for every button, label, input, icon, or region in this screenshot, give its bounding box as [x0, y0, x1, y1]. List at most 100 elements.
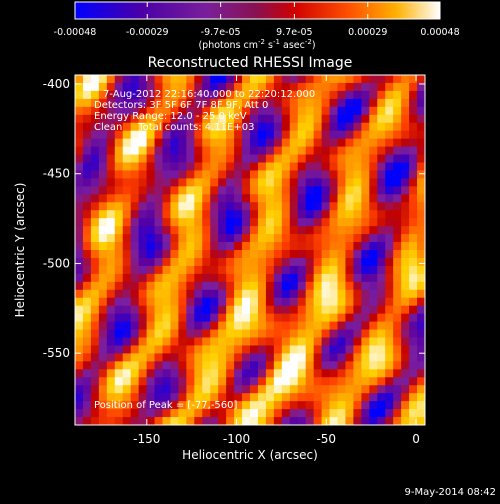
heatmap-cell	[281, 377, 291, 386]
heatmap-cell	[401, 82, 410, 92]
heatmap-cell	[170, 210, 180, 219]
heatmap-cell	[242, 361, 251, 370]
heatmap-cell	[305, 377, 315, 386]
heatmap-cell	[345, 361, 355, 370]
heatmap-cell	[146, 281, 156, 291]
plot-frame	[74, 74, 426, 426]
heatmap-cell	[210, 393, 219, 402]
heatmap-cell	[186, 257, 195, 267]
heatmap-cell	[98, 178, 108, 187]
heatmap-cell	[162, 281, 172, 291]
heatmap-cell	[257, 417, 267, 425]
heatmap-cell	[218, 226, 227, 235]
heatmap-cell	[90, 337, 100, 347]
heatmap-cell	[75, 313, 84, 323]
heatmap-cell	[138, 409, 148, 418]
heatmap-cell	[369, 202, 378, 211]
heatmap-cell	[210, 242, 219, 251]
heatmap-cell	[273, 289, 283, 299]
heatmap-cell	[329, 353, 339, 362]
heatmap-cell	[82, 186, 92, 195]
heatmap-cell	[90, 250, 100, 259]
heatmap-cell	[377, 385, 386, 394]
heatmap-cell	[345, 122, 355, 132]
heatmap-cell	[178, 361, 187, 370]
heatmap-cell	[146, 289, 156, 299]
heatmap-cell	[106, 289, 116, 299]
x-axis-label: Heliocentric X (arcsec)	[182, 448, 318, 462]
heatmap-cell	[385, 226, 394, 235]
heatmap-cell	[281, 321, 291, 331]
heatmap-cell	[257, 353, 267, 362]
heatmap-cell	[265, 138, 275, 148]
heatmap-cell	[393, 353, 402, 362]
heatmap-cell	[210, 417, 219, 425]
heatmap-cell	[257, 313, 267, 323]
heatmap-cell	[114, 337, 124, 347]
heatmap-cell	[417, 250, 425, 259]
heatmap-cell	[329, 75, 339, 84]
heatmap-cell	[401, 250, 410, 259]
heatmap-cell	[321, 106, 331, 116]
heatmap-cell	[130, 75, 140, 84]
heatmap-cell	[329, 417, 339, 425]
heatmap-cell	[369, 257, 378, 267]
heatmap-cell	[82, 250, 92, 259]
heatmap-cell	[82, 353, 92, 362]
heatmap-cell	[242, 289, 251, 299]
heatmap-cell	[305, 234, 315, 243]
heatmap-cell	[234, 417, 243, 425]
heatmap-cell	[369, 385, 378, 394]
heatmap-cell	[409, 138, 418, 148]
heatmap-cell	[178, 146, 187, 156]
heatmap-cell	[218, 369, 227, 378]
heatmap-cell	[75, 106, 84, 116]
heatmap-cell	[361, 289, 370, 299]
heatmap-cell	[226, 122, 235, 132]
heatmap-cell	[250, 82, 259, 92]
heatmap-cell	[305, 289, 315, 299]
heatmap-cell	[146, 409, 156, 418]
annotation-energy-range: Energy Range: 12.0 - 25.0 keV	[94, 111, 247, 122]
heatmap-cell	[186, 417, 195, 425]
heatmap-cell	[154, 369, 164, 378]
heatmap-cell	[377, 281, 386, 291]
heatmap-cell	[106, 305, 116, 315]
heatmap-cell	[353, 242, 362, 251]
heatmap-cell	[82, 297, 92, 307]
heatmap-cell	[226, 242, 235, 251]
heatmap-cell	[218, 162, 227, 172]
heatmap-cell	[401, 130, 410, 140]
heatmap-cell	[210, 210, 219, 219]
heatmap-cell	[289, 265, 299, 275]
heatmap-cell	[377, 345, 386, 355]
heatmap-cell	[289, 130, 299, 140]
heatmap-cell	[361, 337, 370, 347]
heatmap-cell	[289, 289, 299, 299]
heatmap-cell	[98, 265, 108, 275]
heatmap-cell	[226, 226, 235, 235]
heatmap-cell	[321, 98, 331, 108]
heatmap-cell	[265, 265, 275, 275]
heatmap-cell	[345, 130, 355, 140]
heatmap-cell	[409, 281, 418, 291]
heatmap-cell	[409, 146, 418, 156]
heatmap-cell	[369, 210, 378, 219]
heatmap-cell	[265, 377, 275, 386]
heatmap-cell	[393, 265, 402, 275]
heatmap-cell	[202, 234, 211, 243]
heatmap-cell	[401, 337, 410, 347]
heatmap-cell	[337, 409, 347, 418]
heatmap-cell	[194, 90, 203, 100]
heatmap-cell	[257, 162, 267, 172]
heatmap-cell	[257, 106, 267, 116]
heatmap-cell	[178, 154, 187, 164]
heatmap-cell	[369, 186, 378, 195]
heatmap-cell	[321, 130, 331, 140]
heatmap-cell	[417, 130, 425, 140]
heatmap-cell	[417, 234, 425, 243]
heatmap-cell	[289, 337, 299, 347]
heatmap-cell	[146, 154, 156, 164]
heatmap-cell	[170, 234, 180, 243]
heatmap-cell	[385, 289, 394, 299]
